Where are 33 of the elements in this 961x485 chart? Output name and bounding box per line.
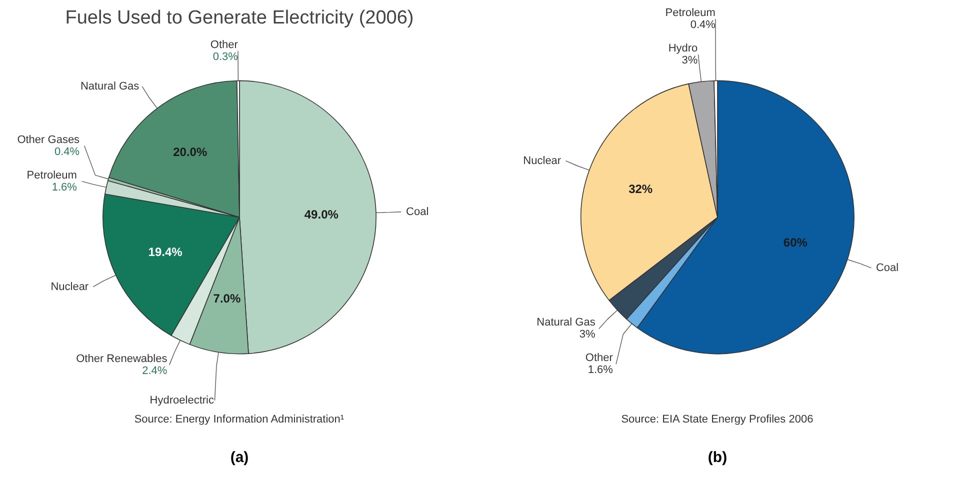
slice-label: Nuclear bbox=[523, 154, 562, 167]
slice-label: Hydro bbox=[668, 42, 698, 55]
slice-label: Other bbox=[585, 352, 614, 364]
slice-label: Natural Gas bbox=[536, 316, 596, 329]
data-label: 7.0% bbox=[213, 291, 241, 306]
data-label: 2.4% bbox=[142, 364, 168, 377]
data-label: 1.6% bbox=[52, 181, 78, 194]
source-note: Source: EIA State Energy Profiles 2006 bbox=[621, 413, 814, 426]
slice-label: Natural Gas bbox=[80, 80, 140, 92]
text: (a) bbox=[230, 449, 249, 466]
slice-label: Other bbox=[210, 38, 238, 51]
data-label: 32% bbox=[628, 182, 653, 196]
slice-label: Coal bbox=[876, 262, 899, 274]
slice-label: Petroleum bbox=[26, 169, 77, 182]
data-label: 3% bbox=[579, 328, 596, 341]
source-note: Source: Energy Information Administration¹ bbox=[134, 413, 344, 426]
data-label: 0.4% bbox=[54, 146, 80, 158]
data-label: 0.3% bbox=[212, 50, 238, 63]
slice-label: Coal bbox=[406, 206, 429, 218]
data-label: 3% bbox=[682, 54, 698, 67]
data-label: 1.6% bbox=[588, 364, 614, 376]
chart-title: Fuels Used to Generate Electricity (2006) bbox=[65, 7, 414, 28]
data-label: 20.0% bbox=[173, 144, 208, 159]
slice-label: Other Renewables bbox=[76, 352, 168, 365]
data-label: 49.0% bbox=[304, 208, 339, 222]
slice-label: Hydroelectric bbox=[150, 394, 214, 406]
data-label: 60% bbox=[783, 236, 808, 250]
text: (b) bbox=[708, 449, 728, 466]
data-label: 0.4% bbox=[690, 19, 716, 32]
slice-label: Petroleum bbox=[665, 7, 716, 20]
slice-label: Other Gases bbox=[17, 134, 80, 146]
slice-label: Nuclear bbox=[50, 280, 89, 293]
data-label: 19.4% bbox=[148, 245, 183, 260]
